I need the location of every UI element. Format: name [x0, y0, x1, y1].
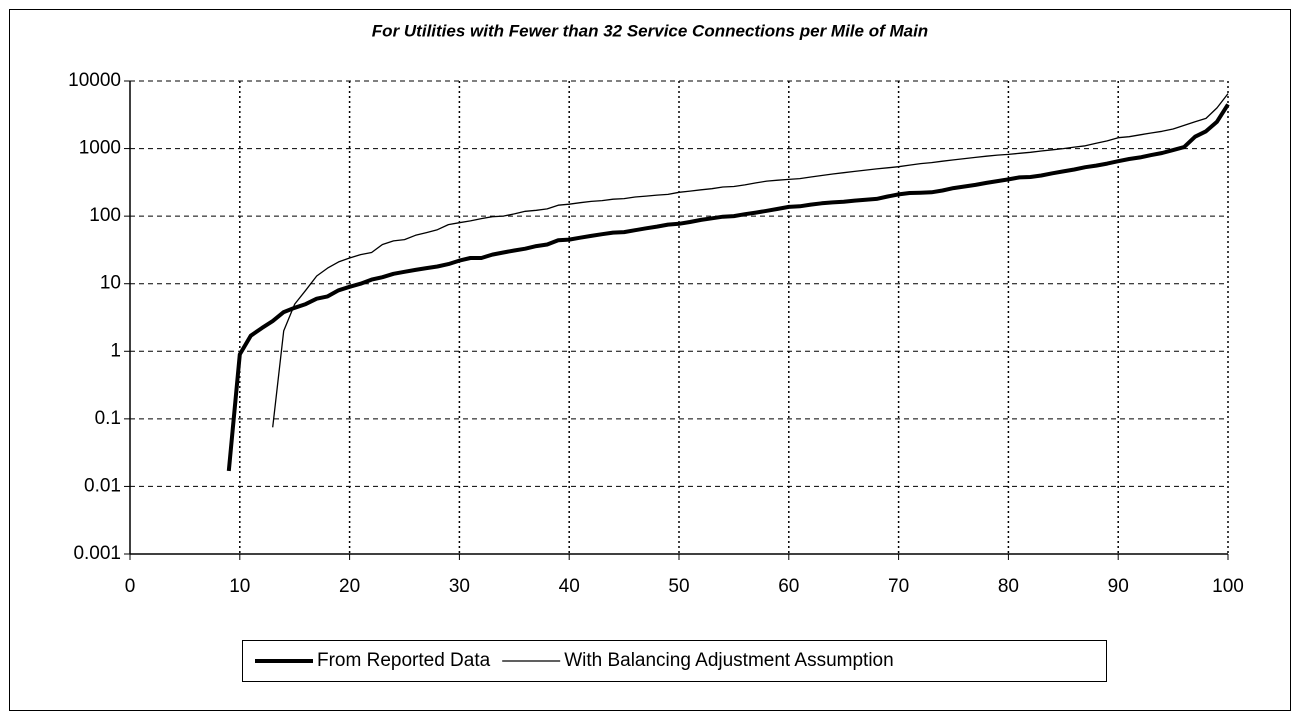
x-tick-label: 50 — [668, 576, 689, 597]
x-tick-label: 80 — [998, 576, 1019, 597]
y-tick-label: 0.01 — [84, 475, 121, 496]
x-tick-label: 60 — [778, 576, 799, 597]
x-tick-label: 40 — [559, 576, 580, 597]
y-tick-label: 0.1 — [95, 408, 121, 429]
chart-frame — [9, 9, 1291, 711]
x-tick-label: 0 — [125, 576, 136, 597]
legend-label: With Balancing Adjustment Assumption — [564, 650, 894, 671]
x-tick-label: 90 — [1108, 576, 1129, 597]
chart-title: For Utilities with Fewer than 32 Service… — [372, 21, 928, 40]
x-tick-label: 100 — [1212, 576, 1244, 597]
y-tick-label: 10000 — [68, 70, 121, 91]
data-line — [272, 93, 1229, 428]
data-line — [226, 103, 1230, 472]
y-tick-label: 1 — [110, 340, 121, 361]
y-tick-label: 100 — [89, 205, 121, 226]
y-tick-label: 10 — [100, 273, 121, 294]
x-tick-label: 10 — [229, 576, 250, 597]
x-tick-label: 20 — [339, 576, 360, 597]
y-tick-label: 1000 — [79, 138, 121, 159]
y-tick-label: 0.001 — [73, 543, 121, 564]
legend-box — [242, 640, 1107, 682]
legend-label: From Reported Data — [317, 650, 491, 671]
x-tick-label: 70 — [888, 576, 909, 597]
x-tick-label: 30 — [449, 576, 470, 597]
